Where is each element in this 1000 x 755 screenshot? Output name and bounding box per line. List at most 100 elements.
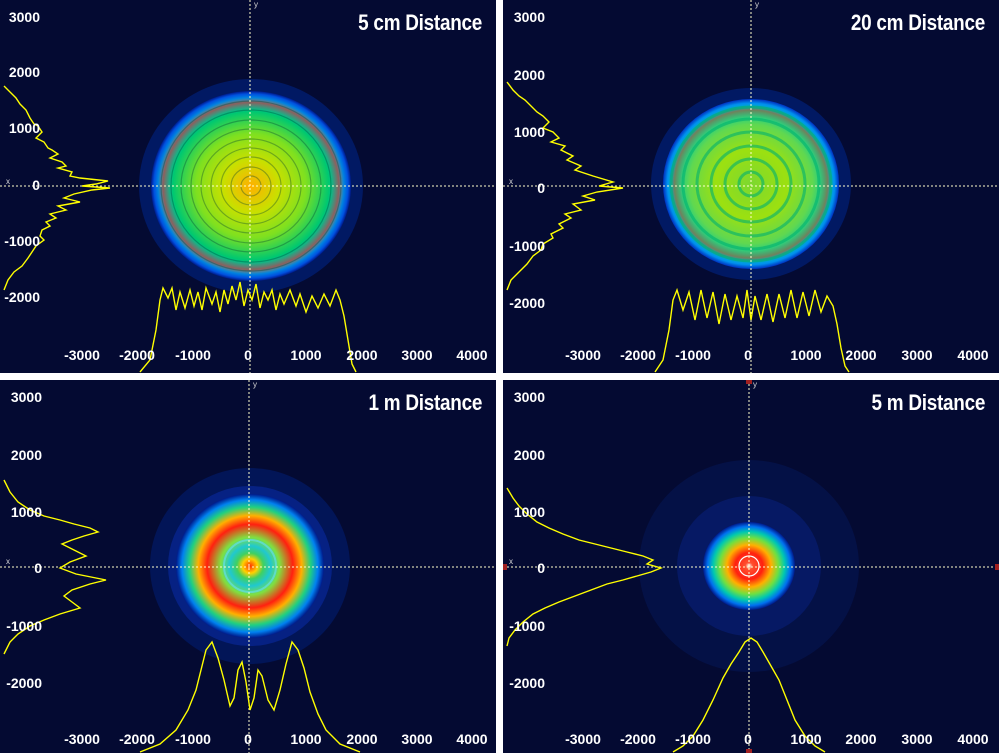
panel-5cm: x y 3000 2000 1000 0 -1000 -2000 -3000 -… [0, 0, 496, 373]
marker-top [746, 380, 752, 384]
x-tick-label: -2000 [119, 347, 155, 363]
x-tick-label: -3000 [565, 731, 601, 747]
x-tick-label: 1000 [290, 731, 321, 747]
panel-5m: x y 3000 2000 1000 0 -1000 -2000 -3000 -… [503, 380, 999, 753]
x-tick-label: -3000 [64, 347, 100, 363]
y-tick-label: -1000 [509, 238, 545, 254]
x-axis-letter: x [6, 557, 10, 566]
y-tick-label: 3000 [11, 389, 42, 405]
x-tick-label: 2000 [845, 347, 876, 363]
x-tick-label: -1000 [175, 347, 211, 363]
y-tick-label: 2000 [514, 67, 545, 83]
x-tick-label: 4000 [456, 347, 487, 363]
x-tick-label: 0 [244, 347, 252, 363]
x-tick-label: 4000 [957, 731, 988, 747]
crosshair [0, 0, 496, 373]
y-tick-labels: 3000 2000 1000 0 -1000 -2000 [4, 9, 40, 305]
panel-title: 5 m Distance [871, 390, 985, 415]
y-tick-label: -2000 [4, 289, 40, 305]
x-tick-label: 4000 [957, 347, 988, 363]
x-profile-trace [654, 287, 850, 373]
x-tick-label: 1000 [290, 347, 321, 363]
x-tick-labels: -3000 -2000 -1000 0 1000 2000 3000 4000 [565, 347, 989, 363]
panel-5m-plot: x y 3000 2000 1000 0 -1000 -2000 -3000 -… [503, 380, 999, 753]
y-tick-label: 0 [537, 560, 545, 576]
x-tick-label: -3000 [64, 731, 100, 747]
panel-1m-plot: x y 3000 2000 1000 0 -1000 -2000 -3000 -… [0, 380, 496, 753]
x-tick-label: 2000 [346, 731, 377, 747]
marker-bottom [746, 749, 752, 753]
crosshair [503, 380, 999, 753]
y-tick-label: -1000 [509, 618, 545, 634]
y-profile-trace [3, 479, 107, 655]
y-tick-label: 1000 [11, 504, 42, 520]
y-axis-letter: y [253, 380, 257, 389]
y-tick-label: 3000 [9, 9, 40, 25]
x-tick-label: -2000 [620, 347, 656, 363]
y-tick-label: 0 [34, 560, 42, 576]
x-axis-letter: x [509, 557, 513, 566]
marker-left [503, 564, 507, 570]
y-profile-trace [3, 85, 111, 291]
y-tick-label: -1000 [6, 618, 42, 634]
y-profile-trace [506, 81, 624, 291]
beam-image [139, 79, 363, 293]
y-tick-label: 0 [537, 180, 545, 196]
y-tick-labels: 3000 2000 1000 0 -1000 -2000 [509, 9, 545, 311]
y-tick-labels: 3000 2000 1000 0 -1000 -2000 [6, 389, 42, 691]
x-profile-trace [139, 640, 361, 753]
x-axis-letter: x [6, 177, 10, 186]
x-tick-label: 0 [744, 731, 752, 747]
panel-20cm: x y 3000 2000 1000 0 -1000 -2000 -3000 -… [503, 0, 999, 373]
panel-title: 20 cm Distance [850, 10, 985, 35]
x-tick-label: 2000 [346, 347, 377, 363]
panel-title: 1 m Distance [368, 390, 482, 415]
panel-1m: x y 3000 2000 1000 0 -1000 -2000 -3000 -… [0, 380, 496, 753]
x-tick-label: 0 [244, 731, 252, 747]
x-tick-label: 2000 [845, 731, 876, 747]
x-tick-label: -1000 [675, 731, 711, 747]
x-tick-labels: -3000 -2000 -1000 0 1000 2000 3000 4000 [565, 731, 989, 747]
y-profile-trace [506, 487, 664, 647]
x-profile-trace [139, 281, 357, 373]
x-tick-label: 3000 [901, 731, 932, 747]
x-tick-label: 4000 [456, 731, 487, 747]
y-tick-label: 1000 [9, 120, 40, 136]
x-tick-label: 0 [744, 347, 752, 363]
crosshair [0, 380, 496, 753]
y-tick-label: 1000 [514, 504, 545, 520]
x-tick-label: 1000 [790, 731, 821, 747]
x-tick-labels: -3000 -2000 -1000 0 1000 2000 3000 4000 [64, 731, 488, 747]
y-tick-labels: 3000 2000 1000 0 -1000 -2000 [509, 389, 545, 691]
marker-right [995, 564, 999, 570]
x-tick-label: -2000 [119, 731, 155, 747]
x-tick-label: 3000 [901, 347, 932, 363]
x-tick-labels: -3000 -2000 -1000 0 1000 2000 3000 4000 [64, 347, 488, 363]
x-tick-label: 1000 [790, 347, 821, 363]
y-tick-label: 2000 [9, 64, 40, 80]
y-tick-label: -2000 [509, 675, 545, 691]
x-tick-label: 3000 [401, 731, 432, 747]
panel-20cm-plot: x y 3000 2000 1000 0 -1000 -2000 -3000 -… [503, 0, 999, 373]
x-axis-letter: x [509, 177, 513, 186]
y-axis-letter: y [254, 0, 258, 9]
y-tick-label: -2000 [6, 675, 42, 691]
crosshair [503, 0, 999, 373]
y-tick-label: -1000 [4, 233, 40, 249]
x-profile-trace [672, 637, 826, 753]
x-tick-label: -2000 [620, 731, 656, 747]
y-axis-letter: y [753, 380, 757, 389]
x-tick-label: 3000 [401, 347, 432, 363]
x-tick-label: -1000 [175, 731, 211, 747]
y-tick-label: 2000 [11, 447, 42, 463]
y-tick-label: -2000 [509, 295, 545, 311]
y-axis-letter: y [755, 0, 759, 9]
panel-title: 5 cm Distance [358, 10, 482, 35]
y-tick-label: 3000 [514, 389, 545, 405]
x-tick-label: -3000 [565, 347, 601, 363]
panel-5cm-plot: x y 3000 2000 1000 0 -1000 -2000 -3000 -… [0, 0, 496, 373]
x-tick-label: -1000 [675, 347, 711, 363]
beam-image [150, 468, 350, 664]
y-tick-label: 1000 [514, 124, 545, 140]
